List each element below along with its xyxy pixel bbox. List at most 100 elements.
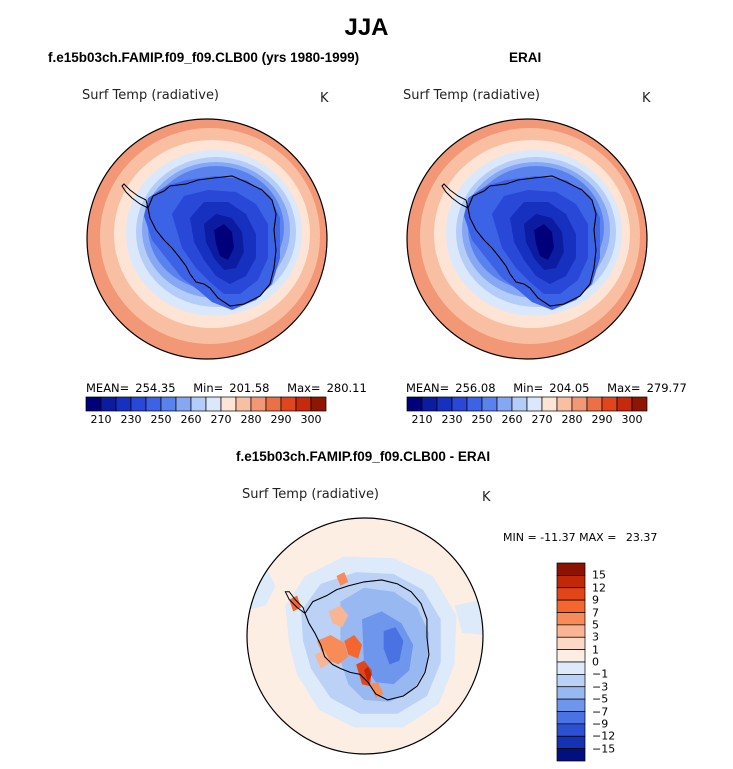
colorbar-box-4 (556, 599, 586, 613)
colorbar-box-6 (556, 624, 586, 638)
antarctica-coastline (304, 579, 430, 701)
colorbar-box-12 (250, 396, 267, 412)
colorbar-box-5 (466, 396, 483, 412)
colorbar-box-15 (295, 396, 312, 412)
colorbar-tick-label: 15 (592, 568, 606, 582)
colorbar-tick-label: −9 (592, 717, 609, 731)
map-frame (246, 517, 484, 755)
colorbar-box-2 (100, 396, 117, 412)
colorbar-box-6 (481, 396, 498, 412)
diff-contour-band-16 (369, 682, 384, 698)
colorbar-box-3 (556, 587, 586, 601)
colorbar-box-7 (556, 636, 586, 650)
panel2-colorbar-ticks: 210 230 250 260 270 280 290 300 (407, 413, 647, 427)
colorbar-tick-label: 250 (471, 413, 493, 426)
colorbar-box-5 (145, 396, 162, 412)
panel2-max-label: Max= (607, 381, 641, 395)
colorbar-tick-label: 3 (592, 630, 599, 644)
panel1-min-label: Min= (193, 381, 224, 395)
colorbar-box-2 (556, 575, 586, 589)
panel3-polar-map (246, 517, 484, 755)
colorbar-box-12 (571, 396, 588, 412)
colorbar-tick-label: −5 (592, 692, 609, 706)
panel2-min-label: Min= (513, 381, 544, 395)
panel1-stats: MEAN= 254.35 Min= 201.58 Max= 280.11 (86, 381, 373, 395)
colorbar-box-13 (586, 396, 603, 412)
panel1-mean-label: MEAN= (86, 381, 130, 395)
colorbar-box-4 (130, 396, 147, 412)
panel2-mean-label: MEAN= (406, 381, 450, 395)
colorbar-tick-label: 210 (90, 413, 112, 426)
colorbar-box-13 (265, 396, 282, 412)
colorbar-tick-label: 270 (210, 413, 232, 426)
colorbar-tick-label: −3 (592, 680, 609, 694)
colorbar-box-8 (190, 396, 207, 412)
colorbar-tick-label: 290 (270, 413, 292, 426)
panel2-polar-map (406, 118, 648, 360)
colorbar-box-1 (85, 396, 102, 412)
panel1-max-value: 280.11 (326, 381, 367, 395)
colorbar-box-16 (556, 748, 586, 762)
colorbar-box-7 (175, 396, 192, 412)
panel3-variable-label: Surf Temp (radiative) (242, 487, 380, 502)
colorbar-box-15 (616, 396, 633, 412)
contour-band-12 (214, 224, 234, 260)
colorbar-box-8 (556, 649, 586, 663)
colorbar-box-14 (556, 723, 586, 737)
panel1-mean-value: 254.35 (135, 381, 176, 395)
colorbar-box-10 (220, 396, 237, 412)
panel3-colorbar (556, 562, 586, 762)
colorbar-tick-label: 230 (441, 413, 463, 426)
panel3-minmax: MIN = -11.37 MAX = 23.37 (503, 531, 657, 544)
colorbar-box-9 (526, 396, 543, 412)
colorbar-tick-label: −1 (592, 667, 609, 681)
panel2-units-label: K (642, 91, 651, 106)
colorbar-box-13 (556, 711, 586, 725)
colorbar-tick-label: 270 (531, 413, 553, 426)
colorbar-tick-label: 290 (591, 413, 613, 426)
colorbar-tick-label: 1 (592, 643, 599, 657)
colorbar-tick-label: 210 (411, 413, 433, 426)
panel3-units-label: K (482, 490, 491, 505)
contour-band-12 (534, 224, 554, 260)
panel1-title: f.e15b03ch.FAMIP.f09_f09.CLB00 (yrs 1980… (48, 50, 360, 65)
colorbar-box-9 (205, 396, 222, 412)
colorbar-box-11 (556, 396, 573, 412)
diff-contour-band-8 (454, 599, 483, 636)
panel2-max-value: 279.77 (646, 381, 687, 395)
panel2-mean-value: 256.08 (455, 381, 496, 395)
colorbar-tick-label: 12 (592, 581, 606, 595)
map-frame (86, 118, 328, 360)
panel1-units-label: K (320, 91, 329, 106)
diff-contour-band-14 (289, 595, 302, 612)
diff-contour-band-11 (344, 635, 363, 659)
antarctica-coastline (467, 175, 597, 307)
colorbar-tick-label: 280 (240, 413, 262, 426)
colorbar-box-3 (436, 396, 453, 412)
colorbar-tick-label: 300 (621, 413, 643, 426)
colorbar-box-7 (496, 396, 513, 412)
colorbar-box-15 (556, 735, 586, 749)
panel1-colorbar (85, 396, 327, 412)
colorbar-box-14 (280, 396, 297, 412)
peninsula-coastline (121, 183, 149, 209)
colorbar-box-9 (556, 661, 586, 675)
panel3-max-value: 23.37 (625, 531, 658, 544)
panel2-stats: MEAN= 256.08 Min= 204.05 Max= 279.77 (406, 381, 693, 395)
panel3-min-value: -11.37 (540, 531, 576, 544)
colorbar-box-2 (421, 396, 438, 412)
colorbar-box-1 (556, 562, 586, 576)
colorbar-tick-label: 0 (592, 655, 599, 669)
colorbar-tick-label: 260 (180, 413, 202, 426)
colorbar-box-6 (160, 396, 177, 412)
panel3-title: f.e15b03ch.FAMIP.f09_f09.CLB00 - ERAI (236, 449, 491, 464)
colorbar-box-3 (115, 396, 132, 412)
peninsula-coastline (284, 591, 306, 615)
panel2-colorbar (406, 396, 648, 412)
colorbar-box-5 (556, 612, 586, 626)
panel3-min-label: MIN = (503, 531, 537, 544)
colorbar-tick-label: 230 (120, 413, 142, 426)
panel1-polar-map (86, 118, 328, 360)
colorbar-tick-label: −7 (592, 705, 609, 718)
colorbar-tick-label: 5 (592, 618, 599, 632)
